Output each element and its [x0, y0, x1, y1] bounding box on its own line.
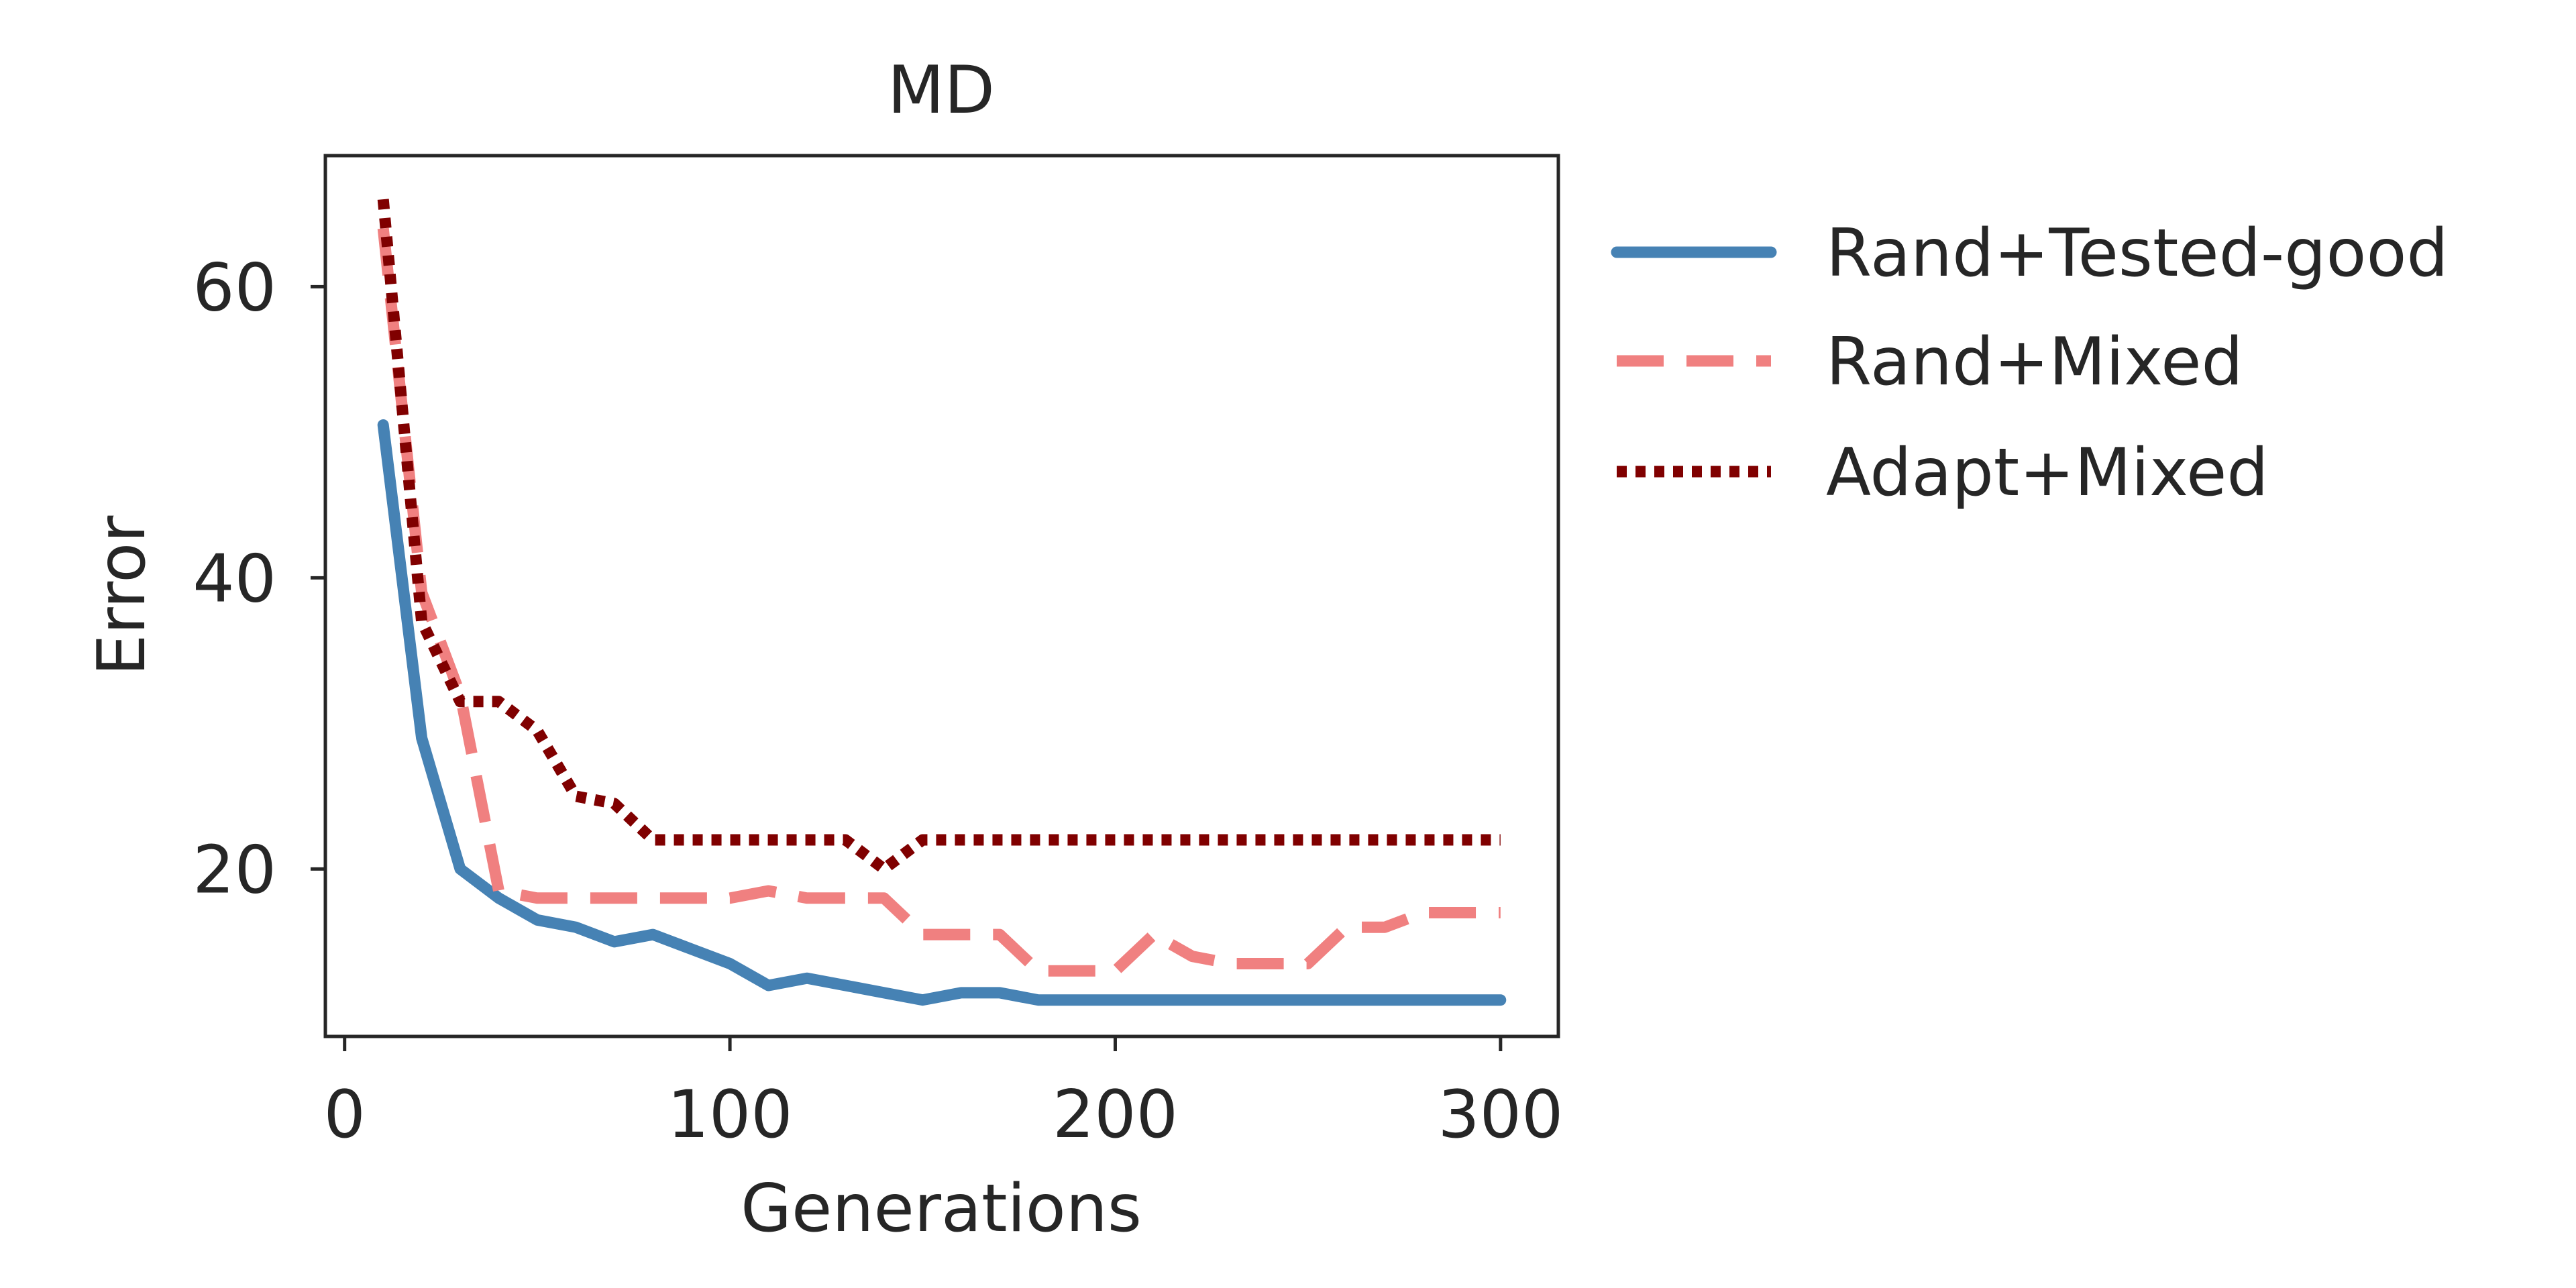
legend-label-3: Adapt+Mixed — [1826, 435, 2269, 511]
chart-title: MD — [888, 52, 995, 129]
series-line-3 — [377, 199, 1501, 875]
x-tick-label: 0 — [324, 1077, 366, 1153]
legend: Rand+Tested-good Rand+Mixed Adapt+Mixed — [1611, 215, 2449, 511]
y-tick-label: 20 — [193, 832, 276, 908]
series-line-2 — [377, 227, 1501, 977]
plot-frame — [323, 154, 1560, 1038]
x-tick-label: 100 — [667, 1077, 793, 1153]
axes-layer: 0 100 200 300 20 40 60 — [193, 250, 1563, 1153]
x-axis-label: Generations — [741, 1171, 1142, 1247]
y-tick-label: 40 — [193, 541, 276, 617]
y-tick-label: 60 — [193, 250, 276, 326]
legend-label-1: Rand+Tested-good — [1826, 215, 2449, 292]
x-tick-label: 300 — [1438, 1077, 1563, 1153]
series-line-1 — [377, 419, 1507, 1006]
x-tick-label: 200 — [1053, 1077, 1178, 1153]
plot-area — [377, 199, 1507, 1006]
legend-label-2: Rand+Mixed — [1826, 324, 2243, 400]
y-axis-label: Error — [84, 515, 160, 676]
